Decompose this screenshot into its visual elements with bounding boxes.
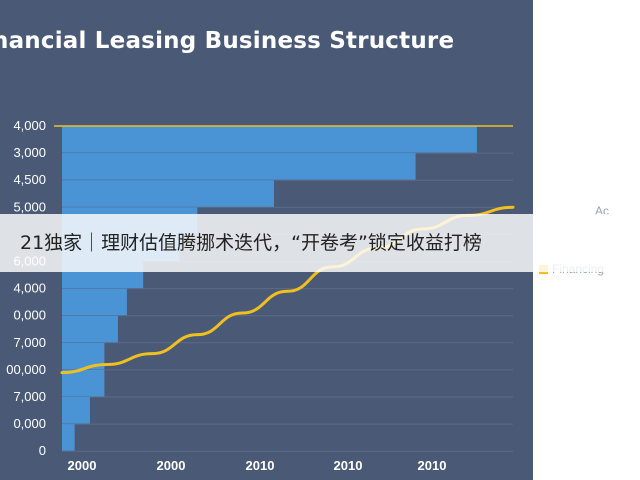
x-tick-label: 2010 <box>334 458 363 473</box>
y-tick-label: 7,000 <box>13 335 46 350</box>
bar <box>62 369 105 397</box>
bar <box>62 180 274 207</box>
x-axis-ticks: 2000 2000 2010 2010 2010 <box>68 458 447 473</box>
y-tick-label: 0,000 <box>13 416 46 431</box>
chart-title: nancial Leasing Business Structure <box>0 28 455 54</box>
y-tick-label: 3,000 <box>13 145 46 160</box>
y-tick-label: 0,000 <box>13 308 46 323</box>
y-tick-label: 4,500 <box>13 172 46 187</box>
bar <box>62 424 75 451</box>
x-tick-label: 2000 <box>157 458 186 473</box>
bar <box>62 397 90 424</box>
x-tick-label: 2000 <box>68 458 97 473</box>
bar <box>62 288 127 316</box>
bar <box>62 126 477 153</box>
y-tick-label: 5,000 <box>13 199 46 214</box>
caption-banner: 21独家｜理财估值腾挪术迭代，“开卷考”锁定收益打榜 <box>0 214 640 272</box>
x-tick-label: 2010 <box>246 458 275 473</box>
x-tick-label: 2010 <box>418 458 447 473</box>
bar <box>62 315 118 343</box>
y-tick-label: 4,000 <box>13 281 46 296</box>
caption-text: 21独家｜理财估值腾挪术迭代，“开卷考”锁定收益打榜 <box>20 232 482 254</box>
y-axis-ticks: 4,0003,0004,5005,0006,0004,0000,0007,000… <box>6 118 46 458</box>
y-tick-label: 0 <box>39 443 46 458</box>
y-tick-label: 4,000 <box>13 118 46 133</box>
y-tick-label: 00,000 <box>6 362 46 377</box>
bar <box>62 153 416 180</box>
y-tick-label: 7,000 <box>13 389 46 404</box>
